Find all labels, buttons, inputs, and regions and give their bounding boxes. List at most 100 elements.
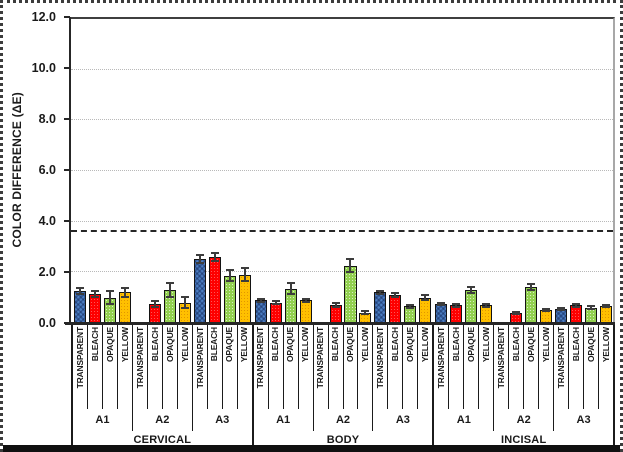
x-slot-cell: TRANSPARENT: [73, 325, 88, 409]
x-slot-row: TRANSPARENT BLEACH OPAQUE YELLOW: [73, 325, 132, 409]
x-slot-cell: YELLOW: [238, 325, 252, 409]
x-axis-label-yellow: YELLOW: [600, 327, 611, 363]
error-bar: [470, 286, 473, 294]
region-label: CERVICAL: [133, 433, 192, 446]
error-bar-cap-bottom: [120, 295, 129, 298]
x-axis-label-yellow: YELLOW: [239, 327, 250, 363]
subgroup-label: A3: [395, 414, 410, 426]
bar-transparent: [193, 259, 206, 323]
x-axis-label-opaque: OPAQUE: [345, 327, 356, 363]
error-bar-cap-bottom: [376, 292, 385, 295]
error-bar-cap-bottom: [467, 291, 476, 294]
x-axis-label-bleach: BLEACH: [510, 327, 521, 362]
bar-yellow: [299, 300, 312, 323]
bar-slot: [388, 17, 403, 323]
x-slot-cell: OPAQUE: [464, 325, 480, 409]
error-bar-cap-bottom: [542, 310, 551, 313]
bar-transparent: [254, 300, 267, 323]
gridline: [71, 271, 613, 273]
error-bar-cap-bottom: [482, 305, 491, 308]
x-axis-label-transparent: TRANSPARENT: [255, 327, 266, 389]
error-bar-cap-bottom: [437, 303, 446, 306]
x-axis-label-bleach: BLEACH: [270, 327, 281, 362]
x-slot-row: TRANSPARENT BLEACH OPAQUE YELLOW: [254, 325, 313, 409]
error-bar-cap-top: [527, 283, 536, 286]
x-subgroup-a2: TRANSPARENT BLEACH OPAQUE YELLOW A2: [494, 325, 555, 431]
x-subgroup-a2: TRANSPARENT BLEACH OPAQUE YELLOW A2: [133, 325, 193, 431]
error-bar-cap-bottom: [75, 292, 84, 295]
subgroup-label: A2: [335, 414, 351, 426]
error-bar-cap-top: [361, 310, 370, 313]
bar-slot: [344, 17, 359, 323]
x-axis-label-opaque: OPAQUE: [285, 327, 296, 363]
x-slot-row: TRANSPARENT BLEACH OPAQUE YELLOW: [554, 325, 613, 409]
x-slot-cell: BLEACH: [509, 325, 525, 409]
bar-slot: [103, 17, 118, 323]
error-bar: [575, 302, 578, 308]
y-tick-label: 10.0: [31, 61, 56, 75]
bar-subgroup-a1: [434, 17, 494, 323]
bar-yellow: [419, 297, 432, 323]
x-axis-label-bleach: BLEACH: [89, 327, 100, 362]
x-region-incisal: TRANSPARENT BLEACH OPAQUE YELLOW A1 TRANSPARE…: [434, 325, 616, 448]
error-bar: [259, 297, 262, 303]
error-bar-cap-top: [90, 289, 99, 292]
subgroup-label: A1: [456, 414, 471, 426]
bar-transparent: [435, 303, 448, 323]
bar-bleach: [269, 302, 282, 323]
error-bar: [379, 289, 382, 295]
error-bar-cap-bottom: [286, 292, 295, 295]
error-bar: [424, 294, 427, 301]
bar-slot: [163, 17, 178, 323]
x-slot-cell: BLEACH: [569, 325, 585, 409]
error-bar-cap-bottom: [240, 280, 249, 283]
x-slot-row: TRANSPARENT BLEACH OPAQUE YELLOW: [133, 325, 192, 409]
bar-slot: [133, 17, 148, 323]
x-subgroup-a3: TRANSPARENT BLEACH OPAQUE YELLOW A3: [373, 325, 432, 431]
error-bar-cap-top: [421, 294, 430, 297]
error-bar: [108, 289, 111, 306]
subgroup-label: A1: [276, 414, 291, 426]
y-tick-label: 12.0: [31, 10, 56, 24]
bar-bleach: [570, 305, 583, 323]
x-slot-cell: BLEACH: [388, 325, 404, 409]
x-region-cervical: TRANSPARENT BLEACH OPAQUE YELLOW A1 TRANSPARE…: [71, 325, 254, 448]
bar-opaque: [465, 289, 478, 323]
bar-slot: [299, 17, 313, 323]
error-bar-cap-bottom: [452, 305, 461, 308]
error-bar-cap-top: [271, 300, 280, 303]
x-slot-cell: BLEACH: [329, 325, 344, 409]
bar-subgroup-a3: [373, 17, 432, 323]
y-tick-label: 0.0: [38, 316, 56, 330]
bar-region-incisal: [434, 17, 615, 323]
x-slot-row: TRANSPARENT BLEACH OPAQUE YELLOW: [193, 325, 252, 409]
error-bar-cap-bottom: [557, 308, 566, 311]
x-axis-label-yellow: YELLOW: [480, 327, 491, 363]
error-bar-cap-bottom: [150, 305, 159, 308]
bar-slot: [314, 17, 329, 323]
error-bar: [334, 302, 337, 309]
error-bar: [530, 283, 533, 292]
bar-transparent: [555, 308, 568, 323]
x-slot-cell: YELLOW: [599, 325, 613, 409]
bar-slot: [193, 17, 208, 323]
error-bar-cap-bottom: [406, 306, 415, 309]
x-slot-cell: YELLOW: [479, 325, 493, 409]
error-bar-cap-bottom: [90, 295, 99, 298]
x-axis-label-opaque: OPAQUE: [585, 327, 596, 363]
x-slot-cell: OPAQUE: [584, 325, 600, 409]
error-bar-cap-top: [195, 254, 204, 257]
error-bar: [243, 266, 246, 283]
error-bar-cap-bottom: [587, 308, 596, 311]
x-axis-label-opaque: OPAQUE: [466, 327, 477, 363]
error-bar-cap-bottom: [421, 298, 430, 301]
error-bar-cap-top: [165, 282, 174, 285]
x-axis-category-grid: TRANSPARENT BLEACH OPAQUE YELLOW A1 TRANSPARE…: [71, 325, 616, 448]
x-slot-cell: YELLOW: [358, 325, 372, 409]
x-subgroup-a1: TRANSPARENT BLEACH OPAQUE YELLOW A1: [434, 325, 495, 431]
x-axis-label-yellow: YELLOW: [540, 327, 551, 363]
bar-slot: [178, 17, 192, 323]
bar-slot: [569, 17, 584, 323]
x-slot-cell: YELLOW: [418, 325, 432, 409]
error-bar-cap-top: [542, 308, 551, 311]
